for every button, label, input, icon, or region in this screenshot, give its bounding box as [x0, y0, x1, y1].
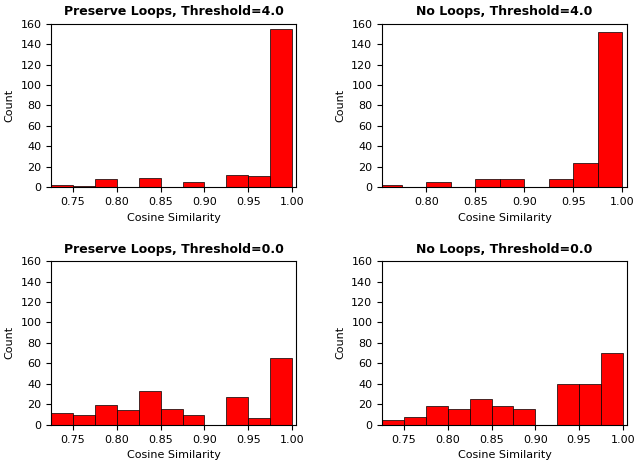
Bar — [382, 420, 404, 425]
Title: Preserve Loops, Threshold=4.0: Preserve Loops, Threshold=4.0 — [64, 5, 284, 18]
Bar — [548, 179, 573, 187]
Bar — [248, 418, 270, 425]
Bar — [598, 32, 622, 187]
Title: No Loops, Threshold=0.0: No Loops, Threshold=0.0 — [417, 243, 593, 256]
Bar — [492, 406, 513, 425]
Bar — [470, 399, 492, 425]
Bar — [161, 409, 182, 425]
Title: Preserve Loops, Threshold=0.0: Preserve Loops, Threshold=0.0 — [64, 243, 284, 256]
Bar — [382, 185, 402, 187]
Bar — [51, 413, 73, 425]
Bar — [73, 414, 95, 425]
Bar — [182, 414, 204, 425]
Bar — [426, 182, 451, 187]
Bar — [513, 409, 535, 425]
Y-axis label: Count: Count — [336, 326, 346, 360]
Bar — [573, 163, 598, 187]
Bar — [248, 176, 270, 187]
Bar — [227, 175, 248, 187]
Bar — [448, 409, 470, 425]
Bar — [404, 417, 426, 425]
Bar — [426, 406, 448, 425]
X-axis label: Cosine Similarity: Cosine Similarity — [458, 450, 552, 460]
Y-axis label: Count: Count — [4, 89, 15, 122]
Bar — [476, 179, 500, 187]
Bar — [139, 391, 161, 425]
Bar — [579, 384, 601, 425]
Bar — [73, 186, 95, 187]
Bar — [117, 411, 139, 425]
Title: No Loops, Threshold=4.0: No Loops, Threshold=4.0 — [417, 5, 593, 18]
Bar — [557, 384, 579, 425]
Bar — [95, 405, 117, 425]
Bar — [270, 358, 292, 425]
Bar — [227, 397, 248, 425]
Bar — [270, 29, 292, 187]
Bar — [139, 178, 161, 187]
X-axis label: Cosine Similarity: Cosine Similarity — [458, 212, 552, 223]
Bar — [500, 179, 524, 187]
X-axis label: Cosine Similarity: Cosine Similarity — [127, 212, 221, 223]
X-axis label: Cosine Similarity: Cosine Similarity — [127, 450, 221, 460]
Bar — [95, 179, 117, 187]
Bar — [51, 185, 73, 187]
Y-axis label: Count: Count — [336, 89, 346, 122]
Bar — [601, 353, 623, 425]
Bar — [182, 182, 204, 187]
Y-axis label: Count: Count — [4, 326, 15, 360]
